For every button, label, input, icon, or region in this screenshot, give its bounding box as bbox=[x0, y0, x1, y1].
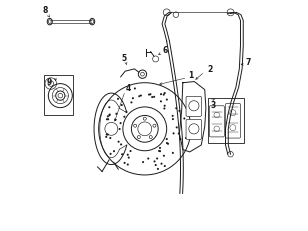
Circle shape bbox=[155, 164, 157, 166]
Circle shape bbox=[125, 111, 128, 113]
Circle shape bbox=[159, 147, 161, 149]
Circle shape bbox=[134, 88, 136, 90]
Circle shape bbox=[183, 118, 185, 120]
FancyBboxPatch shape bbox=[44, 75, 73, 116]
Circle shape bbox=[164, 105, 166, 107]
Circle shape bbox=[166, 99, 168, 101]
Circle shape bbox=[138, 96, 140, 98]
Text: 5: 5 bbox=[121, 53, 127, 62]
Circle shape bbox=[128, 157, 130, 159]
Circle shape bbox=[153, 161, 156, 163]
Circle shape bbox=[114, 119, 116, 122]
Circle shape bbox=[132, 98, 134, 100]
Circle shape bbox=[121, 154, 123, 156]
Circle shape bbox=[172, 152, 174, 154]
Text: 8: 8 bbox=[43, 6, 48, 15]
Circle shape bbox=[178, 110, 180, 112]
Circle shape bbox=[123, 116, 125, 118]
Circle shape bbox=[108, 107, 110, 109]
Circle shape bbox=[148, 94, 150, 96]
Circle shape bbox=[172, 133, 175, 135]
Circle shape bbox=[107, 134, 109, 136]
Circle shape bbox=[106, 134, 108, 136]
Circle shape bbox=[107, 116, 109, 118]
Circle shape bbox=[160, 94, 162, 96]
Circle shape bbox=[105, 136, 107, 138]
Text: 7: 7 bbox=[245, 58, 251, 67]
Circle shape bbox=[163, 108, 165, 110]
Circle shape bbox=[107, 119, 109, 121]
Circle shape bbox=[120, 144, 122, 146]
Text: 6: 6 bbox=[163, 45, 168, 54]
FancyBboxPatch shape bbox=[208, 98, 244, 143]
Circle shape bbox=[185, 137, 187, 140]
Circle shape bbox=[127, 154, 129, 156]
Circle shape bbox=[158, 150, 160, 152]
FancyBboxPatch shape bbox=[186, 120, 201, 140]
Circle shape bbox=[160, 163, 163, 165]
Circle shape bbox=[121, 105, 123, 107]
Text: 4: 4 bbox=[126, 83, 131, 92]
Circle shape bbox=[149, 94, 152, 96]
Circle shape bbox=[160, 101, 162, 103]
Circle shape bbox=[167, 143, 169, 145]
Circle shape bbox=[129, 150, 132, 152]
FancyBboxPatch shape bbox=[186, 97, 201, 117]
Circle shape bbox=[120, 123, 122, 125]
Circle shape bbox=[166, 138, 168, 140]
Circle shape bbox=[163, 155, 165, 157]
Circle shape bbox=[176, 127, 178, 129]
Circle shape bbox=[159, 150, 161, 152]
Circle shape bbox=[106, 119, 108, 121]
Circle shape bbox=[110, 153, 111, 155]
Circle shape bbox=[142, 161, 144, 163]
Text: 9: 9 bbox=[47, 78, 52, 87]
FancyBboxPatch shape bbox=[209, 106, 224, 137]
Circle shape bbox=[163, 94, 165, 96]
Circle shape bbox=[140, 95, 142, 97]
Circle shape bbox=[127, 164, 129, 166]
Circle shape bbox=[172, 115, 174, 117]
Text: 1: 1 bbox=[188, 71, 194, 80]
Circle shape bbox=[153, 96, 155, 98]
Circle shape bbox=[164, 165, 166, 167]
Circle shape bbox=[172, 119, 174, 121]
Circle shape bbox=[164, 93, 166, 95]
Circle shape bbox=[124, 162, 126, 164]
Circle shape bbox=[109, 114, 111, 116]
Text: 3: 3 bbox=[210, 100, 216, 109]
Circle shape bbox=[180, 138, 181, 140]
Circle shape bbox=[118, 141, 120, 143]
Circle shape bbox=[109, 137, 111, 140]
Circle shape bbox=[108, 115, 111, 117]
Circle shape bbox=[130, 102, 132, 104]
Circle shape bbox=[156, 158, 158, 160]
Circle shape bbox=[113, 150, 115, 152]
Text: 2: 2 bbox=[208, 65, 213, 74]
Circle shape bbox=[157, 168, 159, 170]
Circle shape bbox=[147, 158, 149, 160]
Circle shape bbox=[151, 97, 153, 99]
Circle shape bbox=[166, 143, 168, 145]
FancyBboxPatch shape bbox=[225, 104, 241, 138]
Circle shape bbox=[116, 113, 117, 115]
Circle shape bbox=[117, 98, 119, 100]
Circle shape bbox=[119, 128, 121, 131]
Circle shape bbox=[178, 133, 180, 135]
Circle shape bbox=[175, 108, 177, 110]
